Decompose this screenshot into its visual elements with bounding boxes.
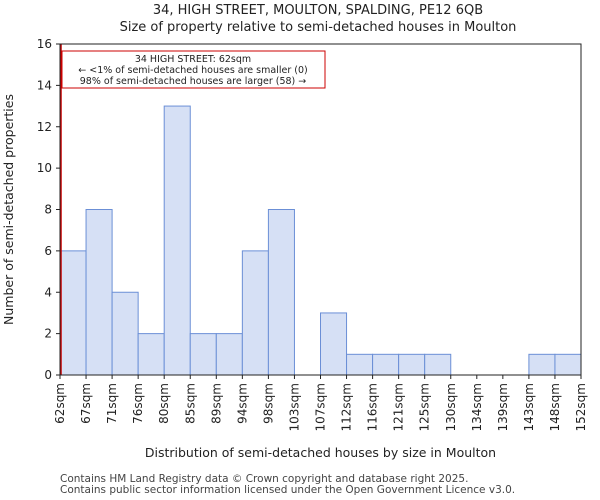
y-axis-label: Number of semi-detached properties bbox=[1, 94, 16, 325]
bar-125sqm bbox=[424, 353, 452, 376]
chart-subtitle: Size of property relative to semi-detach… bbox=[120, 20, 517, 35]
footer-licence: Contains public sector information licen… bbox=[60, 484, 516, 496]
x-tick-label: 139sqm bbox=[496, 383, 510, 431]
y-tick-label: 8 bbox=[44, 203, 52, 217]
annotation-line-3: 98% of semi-detached houses are larger (… bbox=[80, 76, 307, 87]
bar-121sqm bbox=[398, 353, 426, 376]
x-tick-label: 80sqm bbox=[157, 383, 171, 424]
bars-group bbox=[59, 105, 582, 376]
bar-98sqm bbox=[267, 209, 295, 376]
chart-title: 34, HIGH STREET, MOULTON, SPALDING, PE12… bbox=[153, 3, 483, 18]
bar-80sqm bbox=[163, 105, 191, 376]
y-tick-label: 10 bbox=[37, 161, 52, 175]
x-tick-label: 143sqm bbox=[522, 383, 536, 431]
y-tick-label: 12 bbox=[37, 120, 52, 134]
x-tick-label: 116sqm bbox=[366, 383, 380, 431]
y-tick-label: 14 bbox=[37, 78, 52, 92]
x-tick-label: 89sqm bbox=[209, 383, 223, 424]
x-tick-label: 152sqm bbox=[574, 383, 588, 431]
footer-copyright: Contains HM Land Registry data © Crown c… bbox=[60, 473, 469, 485]
bar-89sqm bbox=[215, 333, 243, 376]
x-tick-label: 125sqm bbox=[418, 383, 432, 431]
x-tick-label: 85sqm bbox=[183, 383, 197, 424]
x-tick-label: 76sqm bbox=[131, 383, 145, 424]
bar-112sqm bbox=[346, 353, 374, 376]
x-tick-label: 148sqm bbox=[548, 383, 562, 431]
x-tick-label: 107sqm bbox=[314, 383, 328, 431]
x-tick-label: 134sqm bbox=[470, 383, 484, 431]
bar-107sqm bbox=[320, 312, 348, 376]
x-tick-label: 103sqm bbox=[287, 383, 301, 431]
bar-85sqm bbox=[189, 333, 217, 376]
y-tick-label: 0 bbox=[44, 368, 52, 382]
x-tick-label: 71sqm bbox=[105, 383, 119, 424]
annotation-line-2: ← <1% of semi-detached houses are smalle… bbox=[78, 65, 307, 76]
x-tick-label: 67sqm bbox=[79, 383, 93, 424]
y-tick-label: 6 bbox=[44, 244, 52, 258]
x-tick-label: 121sqm bbox=[392, 383, 406, 431]
annotation-line-1: 34 HIGH STREET: 62sqm bbox=[135, 54, 251, 65]
bar-62sqm bbox=[59, 250, 87, 376]
x-tick-label: 112sqm bbox=[340, 383, 354, 431]
bar-143sqm bbox=[528, 353, 556, 376]
x-tick-label: 62sqm bbox=[53, 383, 67, 424]
bar-67sqm bbox=[85, 209, 113, 376]
bar-76sqm bbox=[137, 333, 165, 376]
x-tick-label: 130sqm bbox=[444, 383, 458, 431]
annotation-box: 34 HIGH STREET: 62sqm ← <1% of semi-deta… bbox=[61, 50, 326, 89]
x-tick-label: 98sqm bbox=[261, 383, 275, 424]
y-tick-label: 16 bbox=[37, 37, 52, 51]
y-tick-label: 4 bbox=[44, 285, 52, 299]
x-tick-label: 94sqm bbox=[235, 383, 249, 424]
y-axis-ticks: 0 2 4 6 8 10 12 14 16 bbox=[37, 37, 60, 382]
bar-148sqm bbox=[554, 353, 582, 376]
y-tick-label: 2 bbox=[44, 327, 52, 341]
x-axis-ticks: 62sqm 67sqm 71sqm 76sqm 80sqm 85sqm 89sqm 94sqm… bbox=[53, 375, 588, 431]
bar-71sqm bbox=[111, 291, 139, 376]
plot-frame bbox=[59, 43, 582, 376]
x-axis-label: Distribution of semi-detached houses by … bbox=[145, 445, 496, 460]
bar-116sqm bbox=[372, 353, 400, 376]
annotation-border bbox=[61, 50, 326, 89]
bar-94sqm bbox=[241, 250, 269, 376]
